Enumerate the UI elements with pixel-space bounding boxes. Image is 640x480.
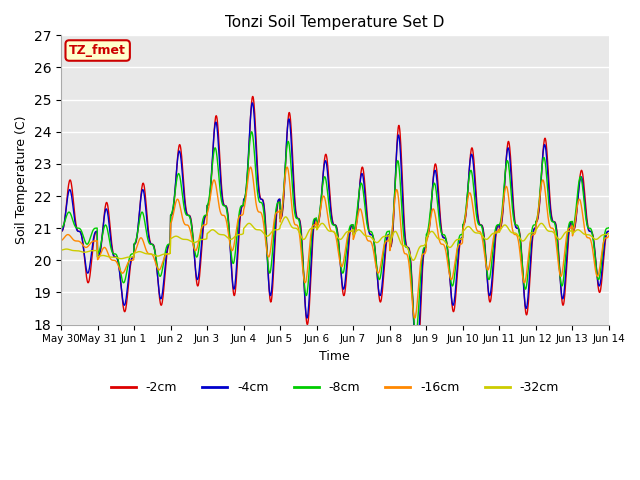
Y-axis label: Soil Temperature (C): Soil Temperature (C)	[15, 116, 28, 244]
Title: Tonzi Soil Temperature Set D: Tonzi Soil Temperature Set D	[225, 15, 445, 30]
Text: TZ_fmet: TZ_fmet	[69, 44, 126, 57]
X-axis label: Time: Time	[319, 350, 350, 363]
Legend: -2cm, -4cm, -8cm, -16cm, -32cm: -2cm, -4cm, -8cm, -16cm, -32cm	[106, 376, 564, 399]
